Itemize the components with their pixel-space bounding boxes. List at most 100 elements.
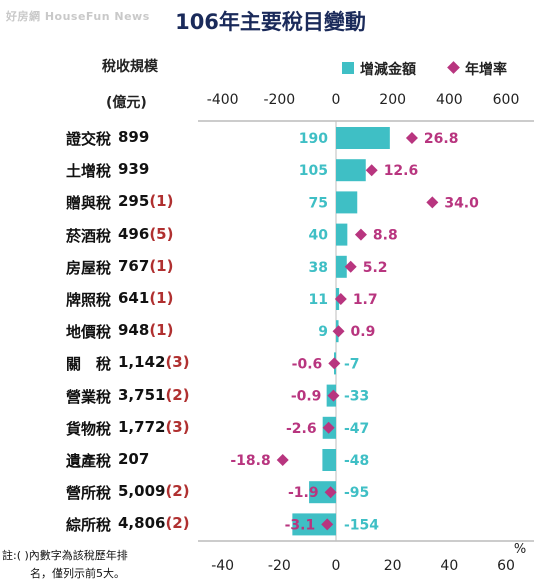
rate-label: 8.8	[373, 228, 398, 244]
tax-scale: 5,009(2)	[118, 482, 190, 500]
tax-name: 營所稅	[66, 484, 112, 503]
tax-name: 牌照稅	[66, 291, 112, 309]
tax-name: 綜所稅	[66, 516, 112, 535]
tax-name: 關 稅	[66, 355, 112, 374]
legend-change-swatch	[342, 62, 354, 74]
rate-label: 0.9	[351, 324, 376, 340]
scale-unit: (億元)	[106, 95, 147, 111]
rate-marker	[328, 357, 341, 370]
change-label: 40	[309, 228, 329, 244]
change-label: 105	[299, 163, 328, 179]
tax-rank: (1)	[149, 256, 174, 275]
change-label: 38	[309, 260, 328, 276]
tax-scale: 899	[118, 128, 149, 146]
rate-marker	[334, 293, 347, 305]
rate-marker	[426, 196, 439, 209]
tax-scale: 939	[118, 160, 149, 178]
rate-marker	[344, 260, 357, 273]
tax-scale-value: 496	[118, 224, 150, 243]
rate-label: 26.8	[424, 131, 459, 147]
change-bar	[336, 255, 347, 278]
tax-scale-value: 207	[118, 450, 150, 468]
tax-rank: (2)	[165, 514, 190, 533]
change-label: 9	[318, 324, 328, 340]
tax-scale-value: 3,751	[118, 385, 166, 404]
tax-scale-value: 948	[118, 321, 150, 340]
bottom-axis-unit: %	[514, 542, 526, 557]
top-axis-tick: -400	[207, 92, 239, 108]
tax-rank: (5)	[149, 224, 174, 243]
tax-scale-value: 5,009	[118, 482, 166, 501]
tax-scale: 496(5)	[118, 225, 173, 243]
bottom-axis-tick: 20	[384, 558, 402, 574]
change-label: -47	[344, 421, 369, 437]
bottom-axis-tick: 0	[332, 558, 341, 574]
rate-label: -3.1	[285, 517, 316, 533]
rate-marker	[365, 164, 378, 177]
top-axis-tick: -200	[263, 92, 295, 108]
tax-scale: 948(1)	[118, 321, 173, 339]
legend-rate-label: 年增率	[465, 62, 507, 78]
change-bar	[336, 191, 358, 214]
rate-label: -0.6	[292, 356, 323, 372]
watermark: 好房網 HouseFun News	[6, 10, 150, 23]
tax-scale-value: 641	[118, 289, 150, 307]
tax-scale: 207	[118, 450, 149, 468]
rate-label: -0.9	[291, 389, 322, 405]
rate-marker	[276, 454, 289, 466]
change-label: -48	[344, 453, 369, 469]
tax-scale-value: 899	[118, 128, 150, 146]
change-bar	[336, 159, 366, 182]
chart-title: 106年主要稅目變動	[175, 10, 366, 34]
change-label: -154	[344, 517, 379, 533]
rate-marker	[324, 486, 337, 499]
tax-rank: (3)	[165, 417, 190, 436]
tax-rank: (1)	[149, 192, 174, 211]
change-bar	[336, 223, 348, 246]
change-label: -33	[344, 389, 369, 405]
tax-name: 貨物稅	[66, 419, 112, 438]
top-axis-tick: 200	[379, 92, 406, 108]
tax-scale-value: 295	[118, 192, 150, 211]
footnote-line-2: 名，僅列示前5大。	[30, 567, 125, 580]
change-bar	[309, 481, 336, 504]
tax-name: 土增稅	[66, 162, 112, 181]
bottom-axis-tick: 60	[497, 558, 515, 574]
bottom-axis-tick: -20	[268, 558, 291, 574]
tax-scale: 3,751(2)	[118, 386, 190, 404]
rate-marker	[405, 132, 418, 144]
change-bar	[322, 449, 336, 471]
change-label: -95	[344, 485, 369, 501]
tax-rank: (1)	[149, 289, 174, 307]
tax-name: 證交稅	[66, 130, 112, 148]
change-label: 190	[299, 131, 328, 147]
bottom-axis-tick: -40	[211, 558, 234, 574]
tax-scale: 767(1)	[118, 257, 173, 275]
change-label: 75	[309, 195, 328, 211]
tax-scale: 1,772(3)	[118, 418, 190, 436]
tax-name: 遺產稅	[66, 452, 112, 470]
tax-name: 地價稅	[66, 323, 112, 342]
tax-scale-value: 939	[118, 160, 150, 179]
tax-name: 營業稅	[66, 387, 112, 406]
top-axis-tick: 400	[436, 92, 463, 108]
rate-label: 5.2	[363, 260, 388, 276]
rate-marker	[321, 518, 334, 531]
tax-scale-value: 4,806	[118, 514, 166, 533]
top-axis-tick: 0	[332, 92, 341, 108]
rate-label: -1.9	[288, 485, 319, 501]
tax-scale: 1,142(3)	[118, 353, 190, 371]
tax-scale-value: 1,772	[118, 417, 166, 436]
rate-marker	[354, 228, 367, 241]
rate-marker	[327, 389, 340, 402]
bottom-axis-tick: 40	[440, 558, 458, 574]
rate-label: 1.7	[353, 292, 378, 308]
rate-label: -18.8	[230, 453, 270, 469]
rate-label: -2.6	[286, 421, 317, 437]
tax-scale: 295(1)	[118, 192, 173, 210]
tax-scale-value: 767	[118, 256, 150, 275]
scale-header: 稅收規模	[102, 59, 158, 75]
tax-rank: (2)	[165, 482, 190, 501]
tax-name: 贈與稅	[66, 194, 112, 213]
